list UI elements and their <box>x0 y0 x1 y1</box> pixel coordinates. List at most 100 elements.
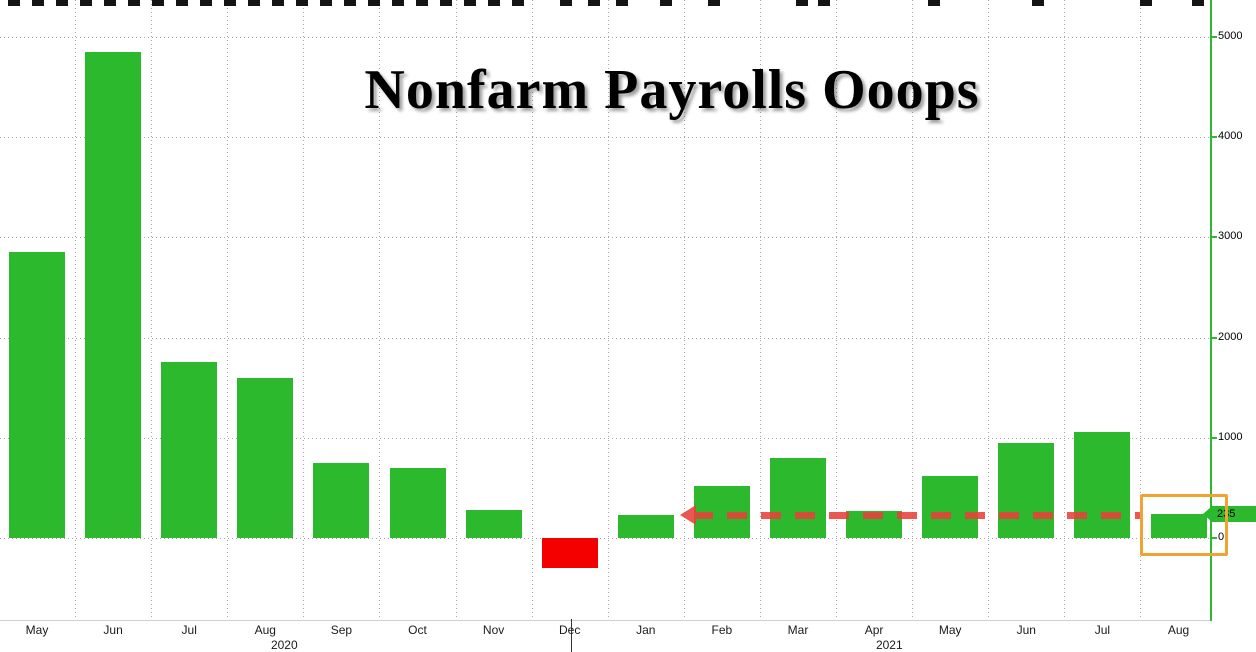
top-tick <box>440 0 452 6</box>
x-axis-month-label: Apr <box>864 623 884 637</box>
gridline-v <box>988 0 990 620</box>
bar-jul-2 <box>161 361 218 538</box>
bar-jun-1 <box>85 52 142 538</box>
y-axis-tick <box>1210 36 1217 39</box>
bar-jun-13 <box>998 442 1055 538</box>
bar-may-12 <box>922 475 979 538</box>
gridline-v <box>455 0 457 620</box>
top-tick <box>616 0 628 6</box>
x-axis-month-label: Aug <box>254 623 276 637</box>
y-axis-label: 1000 <box>1218 430 1243 443</box>
y-axis-tick <box>1210 436 1217 439</box>
top-tick <box>224 0 236 6</box>
x-axis-month-label: May <box>25 623 49 637</box>
x-axis-month-label: Aug <box>1167 623 1190 637</box>
gridline-v <box>759 0 761 620</box>
top-tick <box>272 0 284 6</box>
top-tick <box>588 0 600 6</box>
y-axis-tick <box>1210 236 1217 239</box>
gridline-v <box>1064 0 1066 620</box>
highlight-box-annotation <box>1139 494 1228 556</box>
x-axis-month-label: Nov <box>482 623 505 637</box>
y-axis-label: 3000 <box>1218 230 1243 243</box>
x-axis-month-label: Mar <box>787 623 809 637</box>
gridline-v <box>607 0 609 620</box>
gridline-h <box>0 137 1210 139</box>
top-tick <box>320 0 332 6</box>
top-tick <box>248 0 260 6</box>
y-axis-label: 4000 <box>1218 130 1243 143</box>
gridline-v <box>1140 0 1142 620</box>
last-value-tag-pointer-icon <box>1203 506 1212 523</box>
x-axis-month-label: Feb <box>711 623 733 637</box>
top-tick <box>176 0 188 6</box>
bar-aug-3 <box>237 377 294 538</box>
gridline-v <box>531 0 533 620</box>
top-tick <box>560 0 572 6</box>
top-tick <box>488 0 500 6</box>
y-axis-tick <box>1210 336 1217 339</box>
x-axis-month-label: May <box>938 623 962 637</box>
x-axis-line <box>0 620 1212 621</box>
top-tick <box>392 0 404 6</box>
top-tick <box>8 0 20 6</box>
top-tick <box>660 0 672 6</box>
x-axis-month-label: Jun <box>1016 623 1036 637</box>
bar-nov-6 <box>465 509 522 538</box>
top-tick <box>416 0 428 6</box>
top-tick <box>796 0 808 6</box>
arrow-dashed-line <box>693 511 1143 519</box>
top-tick <box>32 0 44 6</box>
y-axis-tick <box>1210 136 1217 139</box>
top-tick <box>80 0 92 6</box>
x-axis-month-label: Jul <box>1094 623 1111 637</box>
top-tick <box>368 0 380 6</box>
top-tick <box>708 0 720 6</box>
gridline-h <box>0 337 1210 339</box>
x-axis-year-label: 2020 <box>270 638 298 652</box>
x-axis-month-label: Oct <box>408 623 427 637</box>
bar-aug-15 <box>1150 514 1207 538</box>
gridline-v <box>227 0 229 620</box>
x-axis-month-label: Jun <box>103 623 123 637</box>
x-axis-month-label: Dec <box>559 623 581 637</box>
gridline-v <box>683 0 685 620</box>
y-axis-line <box>1210 0 1212 621</box>
y-axis-tick <box>1210 536 1217 539</box>
top-tick <box>512 0 524 6</box>
gridline-h <box>0 237 1210 239</box>
x-axis-month-label: Sep <box>330 623 353 637</box>
bar-dec-7 <box>541 537 598 568</box>
dashed-arrow-annotation <box>680 504 1144 525</box>
bar-feb-9 <box>693 485 750 538</box>
y-axis-label: 2000 <box>1218 330 1243 343</box>
bar-jan-8 <box>617 514 674 538</box>
top-tick <box>200 0 212 6</box>
gridline-h <box>0 37 1210 39</box>
top-tick <box>1032 0 1044 6</box>
chart-title: Nonfarm Payrolls Ooops <box>364 59 980 121</box>
gridline-v <box>75 0 77 620</box>
top-tick <box>1192 0 1204 6</box>
gridline-v <box>836 0 838 620</box>
top-tick <box>128 0 140 6</box>
gridline-v <box>379 0 381 620</box>
gridline-v <box>303 0 305 620</box>
bar-oct-5 <box>389 467 446 538</box>
gridline-h <box>0 537 1210 539</box>
year-separator-line <box>571 619 572 652</box>
y-axis-label: 0 <box>1218 530 1225 543</box>
x-axis-month-label: Jul <box>181 623 197 637</box>
x-axis-month-label: Jan <box>636 623 656 637</box>
bar-jul-14 <box>1074 431 1131 538</box>
x-axis-year-label: 2021 <box>875 638 903 652</box>
arrow-head-icon <box>680 504 697 525</box>
top-tick <box>928 0 940 6</box>
top-tick <box>1140 0 1152 6</box>
top-tick <box>296 0 308 6</box>
top-tick <box>56 0 68 6</box>
bar-may-0 <box>9 252 65 538</box>
top-tick <box>152 0 164 6</box>
gridline-v <box>151 0 153 620</box>
